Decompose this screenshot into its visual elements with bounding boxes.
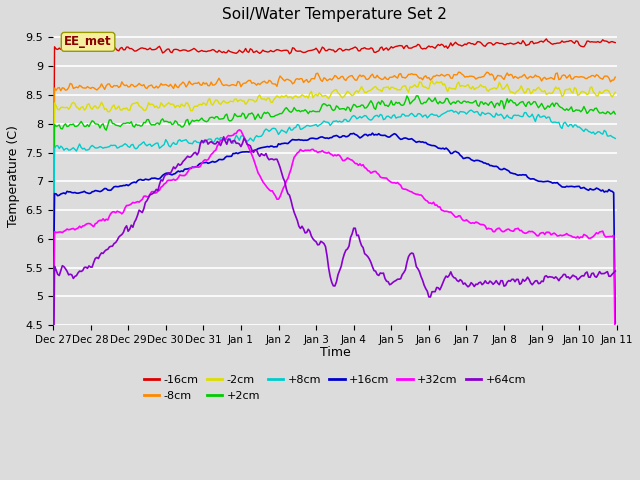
X-axis label: Time: Time xyxy=(319,347,350,360)
Text: EE_met: EE_met xyxy=(64,36,112,48)
Legend: -16cm, -8cm, -2cm, +2cm, +8cm, +16cm, +32cm, +64cm: -16cm, -8cm, -2cm, +2cm, +8cm, +16cm, +3… xyxy=(140,371,531,405)
Y-axis label: Temperature (C): Temperature (C) xyxy=(7,125,20,227)
Title: Soil/Water Temperature Set 2: Soil/Water Temperature Set 2 xyxy=(223,7,447,22)
